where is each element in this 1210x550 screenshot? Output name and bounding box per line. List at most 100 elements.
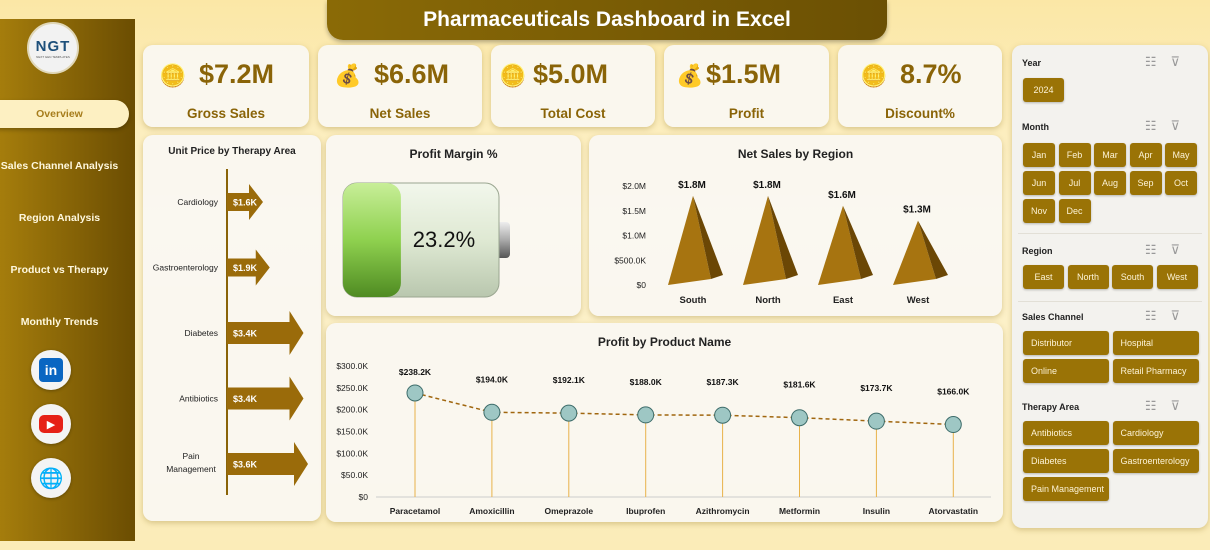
nav-overview[interactable]: Overview xyxy=(0,100,129,128)
slicer-item-month[interactable]: Oct xyxy=(1165,171,1197,195)
data-label: $1.8M xyxy=(678,180,706,191)
profit-margin-value: 23.2% xyxy=(413,227,475,252)
data-label: $1.6M xyxy=(828,190,856,201)
data-label: $1.3M xyxy=(903,205,931,216)
bar-label: $1.9K xyxy=(233,263,258,273)
multi-select-icon[interactable]: ☷ xyxy=(1144,118,1171,133)
category-label: Insulin xyxy=(863,506,890,516)
multi-select-icon[interactable]: ☷ xyxy=(1144,308,1171,323)
chart-title: Profit by Product Name xyxy=(597,335,732,349)
slicer-item-month[interactable]: Jul xyxy=(1058,171,1091,195)
slicer-item-region[interactable]: North xyxy=(1067,265,1109,289)
slicer-title-channel: Sales Channel xyxy=(1022,312,1084,322)
category-label: Metformin xyxy=(779,506,820,516)
data-point xyxy=(791,409,808,427)
slicer-panel: Year ☷⊽ 2024 Month ☷⊽ Jan Feb Mar Apr May Jun Jul Au… xyxy=(1012,45,1208,528)
data-point xyxy=(944,416,962,434)
y-tick: $100.0K xyxy=(336,448,368,458)
chart-title: Profit Margin % xyxy=(409,147,498,161)
category-label: Management xyxy=(166,464,216,474)
series-line xyxy=(414,392,954,426)
kpi-label: Discount% xyxy=(885,106,955,121)
slicer-item-month[interactable]: Jan xyxy=(1023,143,1055,167)
pyramid-side xyxy=(768,195,798,279)
youtube-glyph: ▶ xyxy=(39,415,63,433)
pyramid-front xyxy=(818,205,861,285)
y-tick: $1.5M xyxy=(622,206,646,216)
clear-filter-icon[interactable]: ⊽ xyxy=(1170,54,1194,69)
slicer-item-month[interactable]: Aug xyxy=(1094,171,1126,195)
data-label: $194.0K xyxy=(476,374,509,384)
category-label: Paracetamol xyxy=(390,506,441,516)
data-label: $192.1K xyxy=(553,375,586,385)
slicer-item-channel[interactable]: Distributor xyxy=(1023,331,1109,355)
clear-filter-icon[interactable]: ⊽ xyxy=(1170,398,1194,413)
slicer-item-region[interactable]: East xyxy=(1023,265,1064,289)
slicer-item-month[interactable]: Sep xyxy=(1129,171,1162,195)
slicer-item-month[interactable]: Feb xyxy=(1058,143,1091,167)
nav-monthly-trends[interactable]: Monthly Trends xyxy=(20,316,99,328)
clear-filter-icon[interactable]: ⊽ xyxy=(1170,308,1194,323)
slicer-item-region[interactable]: South xyxy=(1112,265,1153,289)
multi-select-icon[interactable]: ☷ xyxy=(1144,54,1171,69)
slicer-item-channel[interactable]: Retail Pharmacy xyxy=(1112,359,1199,383)
bar-arrow xyxy=(227,184,263,220)
slicer-item-channel[interactable]: Online xyxy=(1023,359,1109,383)
slicer-controls: ☷⊽ xyxy=(1145,398,1194,414)
multi-select-icon[interactable]: ☷ xyxy=(1144,398,1171,413)
slicer-item-therapy[interactable]: Cardiology xyxy=(1112,421,1199,445)
kpi-value: 8.7% xyxy=(900,59,962,89)
category-label: Omeprazole xyxy=(544,506,593,516)
nav-region-analysis[interactable]: Region Analysis xyxy=(18,212,101,224)
slicer-controls: ☷⊽ xyxy=(1145,54,1194,70)
unit-price-chart: Unit Price by Therapy Area $1.6K Cardiolo… xyxy=(143,135,321,521)
data-label: $1.8M xyxy=(753,180,781,191)
kpi-discount: 🪙 8.7% Discount% xyxy=(838,45,1002,127)
linkedin-icon[interactable]: in xyxy=(31,350,71,390)
slicer-item-month[interactable]: Nov xyxy=(1023,199,1055,223)
slicer-item-therapy[interactable]: Antibiotics xyxy=(1023,421,1109,445)
slicer-title-year: Year xyxy=(1022,58,1042,68)
pyramid-front xyxy=(743,195,786,285)
slicer-item-therapy[interactable]: Pain Management xyxy=(1023,477,1109,501)
kpi-total-cost: 🪙 $5.0M Total Cost xyxy=(491,45,655,127)
slicer-item-therapy[interactable]: Gastroenterology xyxy=(1112,449,1199,473)
globe-icon[interactable]: 🌐 xyxy=(31,458,71,498)
slicer-item-month[interactable]: Dec xyxy=(1058,199,1091,223)
bar-arrow xyxy=(227,249,270,286)
clear-filter-icon[interactable]: ⊽ xyxy=(1170,118,1194,133)
kpi-label: Total Cost xyxy=(540,106,606,121)
nav-sales-channel-analysis[interactable]: Sales Channel Analysis xyxy=(0,160,119,172)
slicer-item-therapy[interactable]: Diabetes xyxy=(1023,449,1109,473)
slicer-item-month[interactable]: Jun xyxy=(1023,171,1055,195)
bar-label: $3.4K xyxy=(233,394,258,404)
data-point xyxy=(406,384,424,402)
data-label: $181.6K xyxy=(783,380,816,390)
bar-label: $3.6K xyxy=(233,460,258,470)
category-label: Atorvastatin xyxy=(929,506,979,516)
slicer-item-month[interactable]: Mar xyxy=(1094,143,1126,167)
pyramid-side xyxy=(693,195,723,279)
slicer-title-month: Month xyxy=(1022,122,1049,132)
slicer-item-channel[interactable]: Hospital xyxy=(1112,331,1199,355)
data-point xyxy=(560,404,578,422)
nav-product-vs-therapy[interactable]: Product vs Therapy xyxy=(10,264,109,276)
net-sales-region-chart: Net Sales by Region $0 $500.0K $1.0M $1.5M $… xyxy=(589,135,1002,316)
category-label: West xyxy=(907,295,930,306)
pyramid-side xyxy=(843,205,873,279)
data-point xyxy=(867,412,885,430)
clear-filter-icon[interactable]: ⊽ xyxy=(1170,242,1194,257)
y-tick: $2.0M xyxy=(622,181,646,191)
category-label: Amoxicillin xyxy=(469,506,514,516)
multi-select-icon[interactable]: ☷ xyxy=(1144,242,1171,257)
slicer-item-region[interactable]: West xyxy=(1156,265,1198,289)
slicer-item-year[interactable]: 2024 xyxy=(1023,78,1064,102)
youtube-icon[interactable]: ▶ xyxy=(31,404,71,444)
chart-title: Unit Price by Therapy Area xyxy=(168,146,296,157)
slicer-item-month[interactable]: Apr xyxy=(1129,143,1162,167)
kpi-label: Profit xyxy=(728,106,765,121)
slicer-item-month[interactable]: May xyxy=(1165,143,1197,167)
dashboard-title: Pharmaceuticals Dashboard in Excel xyxy=(327,0,887,40)
y-tick: $0 xyxy=(637,280,647,290)
coins-icon: 🪙 xyxy=(159,63,187,88)
